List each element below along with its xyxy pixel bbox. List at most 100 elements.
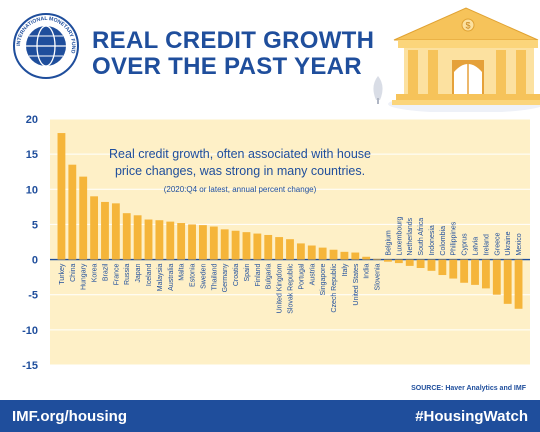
title-line-1: REAL CREDIT GROWTH xyxy=(92,27,375,54)
bars xyxy=(57,133,523,309)
y-tick-label: -5 xyxy=(28,290,38,302)
x-tick-label: Portugal xyxy=(298,263,305,290)
bar xyxy=(144,219,153,260)
header: INTERNATIONAL MONETARY FUND REAL CREDIT … xyxy=(0,0,540,112)
chart-note: (2020:Q4 or latest, annual percent chang… xyxy=(164,185,317,194)
y-tick-label: 5 xyxy=(32,219,38,231)
bar xyxy=(427,259,436,271)
y-tick-label: -10 xyxy=(22,325,38,337)
x-tick-labels: Turkey China Hungary Korea Brazil France Russi… xyxy=(59,217,523,314)
x-tick-label: Turkey xyxy=(59,263,66,285)
bar xyxy=(220,229,229,260)
x-tick-label: Russia xyxy=(124,263,131,285)
svg-text:$: $ xyxy=(465,21,470,31)
bar xyxy=(231,230,240,260)
bar xyxy=(296,243,305,260)
x-tick-label: Hungary xyxy=(81,263,88,290)
y-tick-label: 15 xyxy=(26,149,38,161)
x-tick-label: Croatia xyxy=(233,263,240,286)
x-tick-label: Australia xyxy=(168,263,175,290)
imf-logo: INTERNATIONAL MONETARY FUND xyxy=(13,13,79,79)
x-tick-label: Slovak Republic xyxy=(288,263,295,314)
x-tick-label: Czech Republic xyxy=(331,263,338,313)
bar xyxy=(209,226,218,260)
x-tick-label: Sweden xyxy=(200,263,207,288)
bar xyxy=(242,232,251,260)
x-tick-label: Thailand xyxy=(211,263,218,290)
x-tick-label: Colombia xyxy=(440,226,447,256)
bar xyxy=(101,201,109,260)
x-tick-label: Ukraine xyxy=(505,231,512,255)
x-tick-label: France xyxy=(113,263,120,285)
bar xyxy=(68,164,77,260)
chart-subtitle-line-1: Real credit growth, often associated wit… xyxy=(109,147,371,161)
bar xyxy=(460,259,469,283)
x-tick-label: Italy xyxy=(342,263,349,276)
page-title: REAL CREDIT GROWTH OVER THE PAST YEAR xyxy=(92,28,374,80)
x-tick-label: India xyxy=(364,263,371,278)
x-tick-label: Singapore xyxy=(320,263,327,295)
chart-subtitle-line-2: price changes, was strong in many countr… xyxy=(115,164,365,178)
x-tick-label: Germany xyxy=(222,263,229,292)
bar xyxy=(133,215,142,260)
bar xyxy=(318,247,327,260)
x-tick-label: United States xyxy=(353,263,360,306)
x-tick-label: South Africa xyxy=(418,218,425,256)
bar xyxy=(199,225,207,260)
x-tick-label: Indonesia xyxy=(429,225,436,255)
bar xyxy=(329,249,338,260)
bar xyxy=(405,259,414,266)
bar xyxy=(111,203,120,260)
footer-bar: IMF.org/housing #HousingWatch xyxy=(0,400,540,432)
bar xyxy=(503,259,512,304)
bar xyxy=(286,239,294,260)
bar xyxy=(384,259,392,262)
bar xyxy=(340,251,349,260)
x-tick-label: Austria xyxy=(309,263,316,285)
bar xyxy=(79,176,88,260)
x-tick-label: Iceland xyxy=(146,263,153,286)
bar xyxy=(166,221,175,260)
y-axis: -15 -10 -5 0 5 10 15 20 xyxy=(22,114,38,372)
bar xyxy=(264,234,273,260)
bar xyxy=(57,133,66,260)
x-tick-label: Netherlands xyxy=(407,217,414,255)
bar xyxy=(177,223,186,260)
y-tick-label: 10 xyxy=(26,184,38,196)
x-tick-label: Ireland xyxy=(483,234,490,256)
bar xyxy=(122,213,131,260)
x-tick-label: Korea xyxy=(92,263,99,282)
x-tick-label: Estonia xyxy=(190,263,197,286)
footer-link-housing[interactable]: IMF.org/housing xyxy=(12,408,127,425)
x-tick-label: Latvia xyxy=(473,237,480,256)
bar xyxy=(481,259,490,289)
y-tick-label: 0 xyxy=(32,255,38,267)
bar xyxy=(492,259,501,295)
x-tick-label: Mexico xyxy=(516,233,523,255)
bar xyxy=(188,224,196,260)
x-tick-label: United Kingdom xyxy=(277,263,284,313)
x-tick-label: Malta xyxy=(179,263,186,280)
bar xyxy=(90,196,99,260)
bar xyxy=(351,252,360,260)
bar xyxy=(471,259,479,285)
bank-building-illustration: $ xyxy=(373,7,540,112)
bar xyxy=(307,245,316,260)
x-tick-label: Slovenia xyxy=(375,263,382,290)
bar xyxy=(253,233,262,260)
bar xyxy=(514,259,523,309)
bar xyxy=(275,237,284,260)
x-tick-label: Luxembourg xyxy=(396,217,403,256)
bar xyxy=(155,220,164,260)
x-tick-label: Greece xyxy=(494,233,501,256)
bar-chart: -15 -10 -5 0 5 10 15 20 Turkey China Hungary Korea… xyxy=(22,114,530,372)
bar xyxy=(449,259,458,279)
x-tick-label: Japan xyxy=(135,263,142,282)
title-line-2: OVER THE PAST YEAR xyxy=(92,53,362,80)
y-tick-label: -15 xyxy=(22,360,38,372)
footer-hashtag[interactable]: #HousingWatch xyxy=(415,408,528,425)
x-tick-label: Finland xyxy=(255,263,262,286)
x-tick-label: Brazil xyxy=(102,263,109,281)
bar xyxy=(373,258,381,260)
bar xyxy=(362,256,371,260)
